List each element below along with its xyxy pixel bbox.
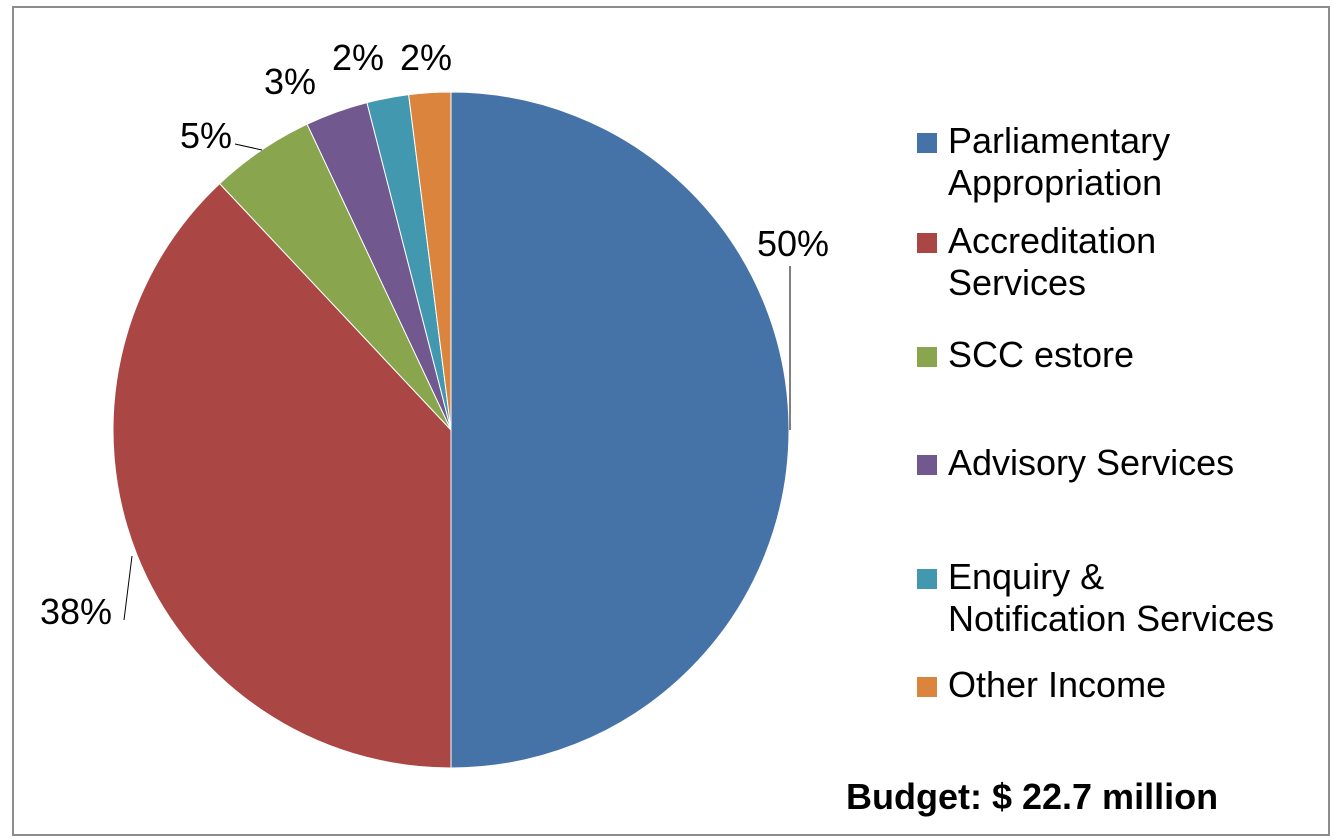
budget-note: Budget: $ 22.7 million xyxy=(846,776,1219,817)
pie-slice-other-income xyxy=(408,91,452,431)
legend-swatch xyxy=(917,347,937,367)
legend-swatch xyxy=(917,569,937,589)
pie-slice-parliamentary-appropriation xyxy=(450,91,790,769)
leader-line-scc-estore xyxy=(234,143,263,151)
pie-slice-accreditation-services xyxy=(112,182,452,769)
legend-label: Accreditation Services xyxy=(948,220,1157,303)
data-label-other-income: 2% xyxy=(400,37,452,78)
legend-swatch xyxy=(917,133,937,153)
data-label-accreditation-services: 38% xyxy=(40,591,112,632)
data-label-scc-estore: 5% xyxy=(180,115,232,156)
legend-label: Advisory Services xyxy=(948,442,1235,483)
data-label-advisory-services: 3% xyxy=(264,61,316,102)
legend-swatch xyxy=(917,455,937,475)
leader-line-accreditation-services xyxy=(123,555,133,621)
pie-chart: 50% 38% 5% 3% 2% 2% xyxy=(40,37,829,769)
legend-swatch xyxy=(917,677,937,697)
legend-label: Other Income xyxy=(948,664,1167,705)
data-label-enquiry-notification-services: 2% xyxy=(332,37,384,78)
legend-swatch xyxy=(917,233,937,253)
legend-label: SCC estore xyxy=(948,334,1135,375)
chart-frame: 50% 38% 5% 3% 2% 2% Parliamentary Appropriati… xyxy=(12,6,1330,836)
data-label-parliamentary-appropriation: 50% xyxy=(757,223,829,264)
legend-label: Enquiry & Notification Services xyxy=(948,556,1275,639)
legend-label: Parliamentary Appropriation xyxy=(948,120,1171,203)
